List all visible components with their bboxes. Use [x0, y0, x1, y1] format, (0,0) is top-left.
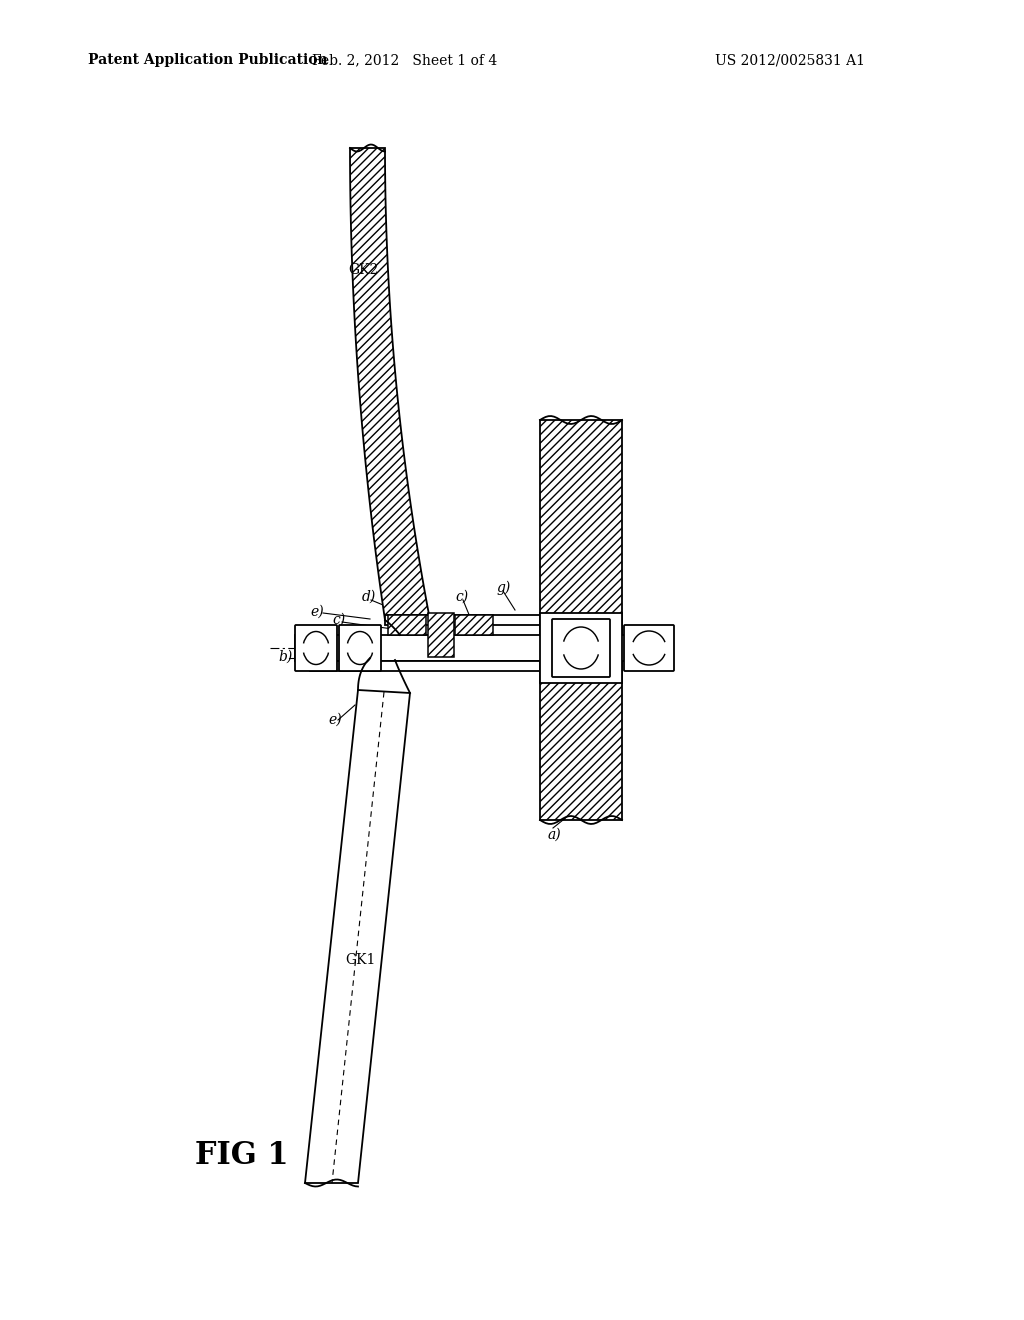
- FancyBboxPatch shape: [295, 624, 337, 671]
- Bar: [428, 612, 454, 657]
- FancyBboxPatch shape: [624, 624, 674, 671]
- Bar: [388, 615, 426, 635]
- Text: e): e): [328, 713, 342, 727]
- Polygon shape: [350, 148, 430, 620]
- Text: FIG 1: FIG 1: [195, 1139, 289, 1171]
- Bar: [540, 420, 622, 820]
- Bar: [540, 612, 622, 682]
- Bar: [310, 661, 540, 671]
- Bar: [388, 615, 426, 635]
- Text: Feb. 2, 2012   Sheet 1 of 4: Feb. 2, 2012 Sheet 1 of 4: [312, 53, 498, 67]
- Bar: [428, 612, 454, 657]
- Text: d): d): [362, 590, 376, 605]
- Bar: [385, 615, 540, 624]
- Text: c): c): [332, 612, 345, 627]
- Text: e): e): [310, 605, 324, 619]
- Bar: [455, 615, 493, 635]
- Text: US 2012/0025831 A1: US 2012/0025831 A1: [715, 53, 865, 67]
- Text: Patent Application Publication: Patent Application Publication: [88, 53, 328, 67]
- Text: g): g): [497, 581, 511, 595]
- Text: GK1: GK1: [345, 953, 376, 968]
- Polygon shape: [305, 690, 410, 1183]
- Bar: [540, 420, 622, 820]
- Text: GK2: GK2: [348, 263, 378, 277]
- Bar: [455, 615, 493, 635]
- FancyBboxPatch shape: [339, 624, 381, 671]
- FancyBboxPatch shape: [552, 619, 610, 677]
- Text: a): a): [548, 828, 561, 842]
- Text: c): c): [455, 590, 468, 605]
- Bar: [295, 635, 630, 661]
- Text: b): b): [278, 649, 292, 664]
